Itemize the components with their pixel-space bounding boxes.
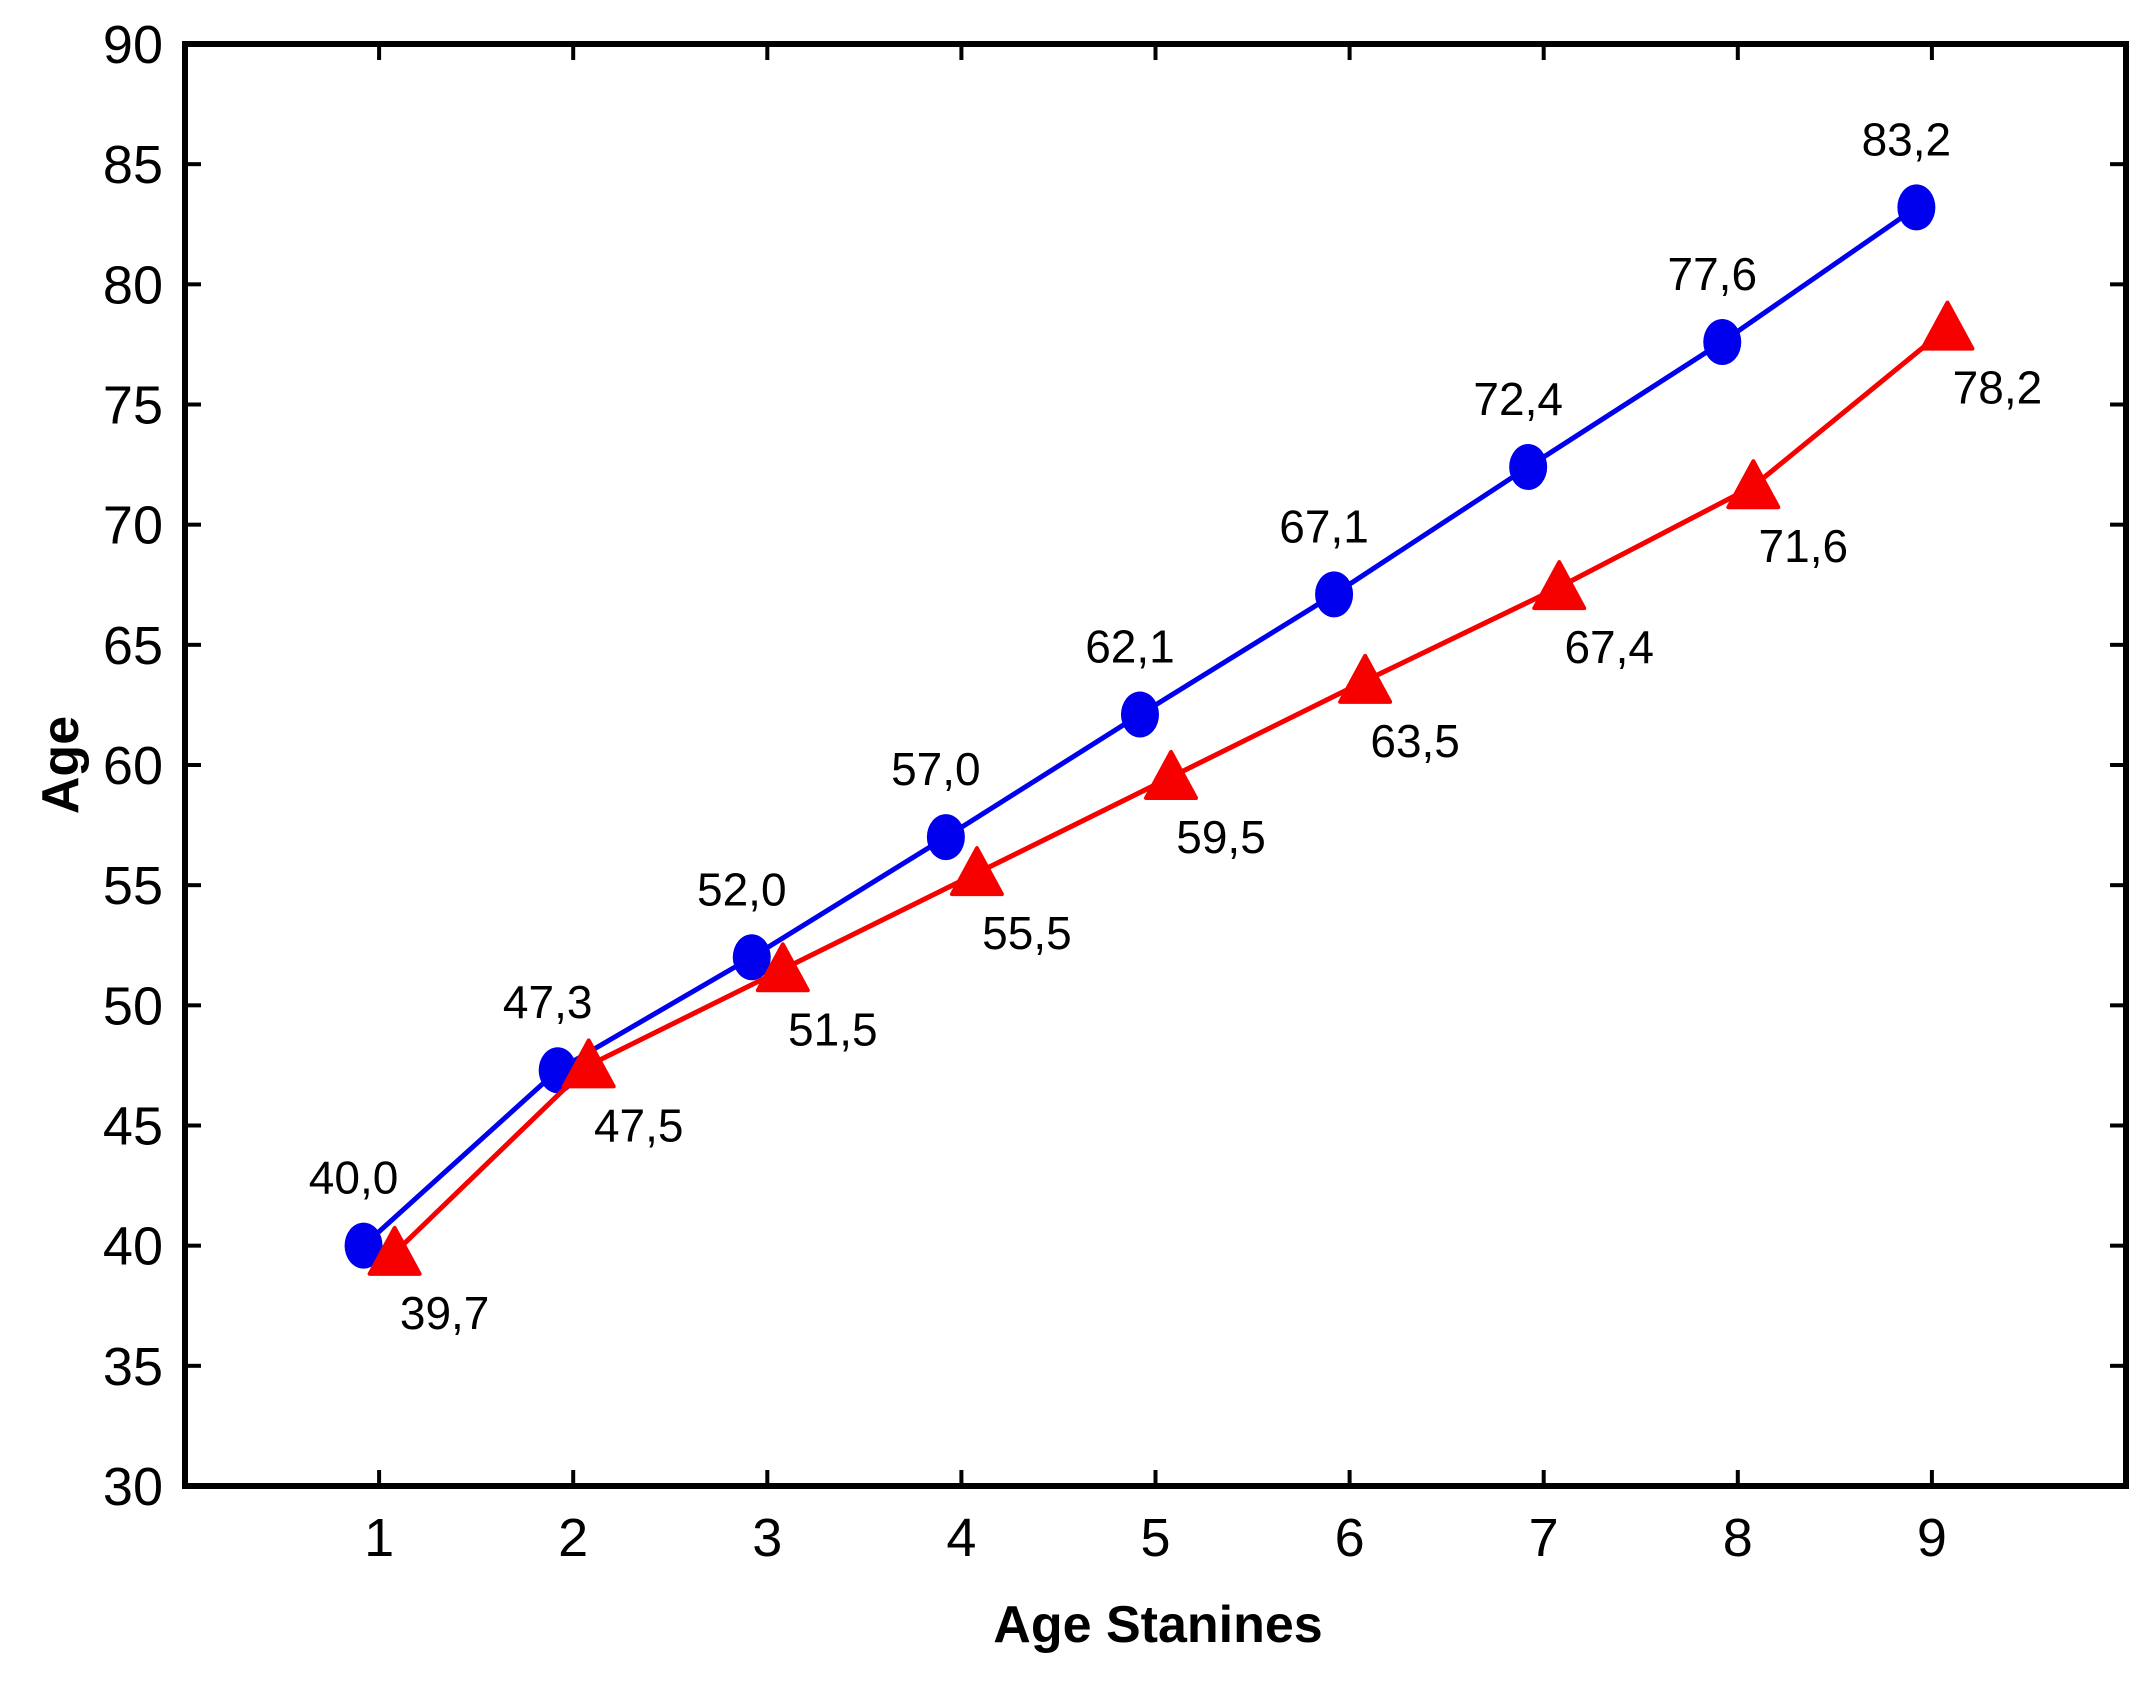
blue-circle-marker bbox=[1897, 184, 1936, 231]
point-label: 62,1 bbox=[1085, 621, 1175, 673]
y-tick-label: 90 bbox=[103, 15, 163, 75]
point-label: 83,2 bbox=[1862, 113, 1952, 165]
point-label: 47,3 bbox=[503, 976, 593, 1028]
y-tick-label: 70 bbox=[103, 496, 163, 556]
x-tick-label: 4 bbox=[946, 1508, 976, 1568]
y-tick-label: 50 bbox=[103, 976, 163, 1036]
blue-circle-marker bbox=[732, 934, 771, 981]
blue-circle-marker bbox=[344, 1222, 383, 1269]
blue-circle-marker bbox=[926, 814, 965, 861]
y-axis-title: Age bbox=[32, 716, 90, 814]
point-label: 72,4 bbox=[1473, 373, 1563, 425]
point-label: 52,0 bbox=[697, 863, 787, 915]
red-triangle-marker bbox=[561, 1038, 616, 1089]
y-tick-label: 85 bbox=[103, 135, 163, 195]
point-label: 67,4 bbox=[1564, 621, 1654, 673]
point-label: 39,7 bbox=[400, 1287, 490, 1339]
point-label: 63,5 bbox=[1370, 715, 1460, 767]
red-triangle-marker bbox=[1532, 560, 1587, 611]
y-tick-label: 30 bbox=[103, 1457, 163, 1517]
x-tick-label: 8 bbox=[1723, 1508, 1753, 1568]
blue-circle-marker bbox=[1703, 319, 1742, 366]
point-label: 78,2 bbox=[1953, 362, 2043, 414]
point-label: 40,0 bbox=[309, 1152, 399, 1204]
point-label: 57,0 bbox=[891, 743, 981, 795]
blue-circle-marker bbox=[1120, 691, 1159, 738]
series-blue-circle-series: 40,0 47,3 52,0 57,0 62,1 67,1 72,4 77,6 83,2 bbox=[309, 113, 1952, 1269]
point-label: 51,5 bbox=[788, 1003, 878, 1055]
red-triangle-marker bbox=[367, 1225, 422, 1276]
x-tick-label: 3 bbox=[752, 1508, 782, 1568]
x-tick-label: 9 bbox=[1917, 1508, 1947, 1568]
blue-circle-marker bbox=[1315, 571, 1354, 618]
red-triangle-marker bbox=[1920, 300, 1975, 351]
y-tick-label: 65 bbox=[103, 616, 163, 676]
red-triangle-marker bbox=[1338, 653, 1393, 704]
plot-frame bbox=[182, 41, 2129, 1489]
red-triangle-marker bbox=[1144, 750, 1199, 801]
y-tick-label: 60 bbox=[103, 736, 163, 796]
y-tick-label: 55 bbox=[103, 856, 163, 916]
point-label: 77,6 bbox=[1668, 248, 1758, 300]
x-tick-label: 1 bbox=[364, 1508, 394, 1568]
x-axis-title: Age Stanines bbox=[993, 1596, 1322, 1654]
blue-circle-marker bbox=[1509, 443, 1548, 490]
y-tick-label: 35 bbox=[103, 1337, 163, 1397]
x-tick-label: 6 bbox=[1335, 1508, 1365, 1568]
red-triangle-marker bbox=[949, 846, 1004, 897]
point-label: 67,1 bbox=[1279, 500, 1369, 552]
y-tick-label: 40 bbox=[103, 1217, 163, 1277]
red-triangle-marker bbox=[755, 942, 810, 993]
y-tick-label: 80 bbox=[103, 255, 163, 315]
point-label: 47,5 bbox=[594, 1099, 684, 1151]
x-tick-label: 7 bbox=[1529, 1508, 1559, 1568]
x-tick-label: 2 bbox=[558, 1508, 588, 1568]
series-red-triangle-series: 39,7 47,5 51,5 55,5 59,5 63,5 67,4 71,6 78,2 bbox=[367, 300, 2043, 1339]
point-label: 71,6 bbox=[1759, 520, 1849, 572]
x-tick-label: 5 bbox=[1140, 1508, 1170, 1568]
y-tick-label: 75 bbox=[103, 376, 163, 436]
red-triangle-marker bbox=[1726, 459, 1781, 510]
point-label: 59,5 bbox=[1176, 811, 1266, 863]
point-label: 55,5 bbox=[982, 907, 1072, 959]
y-tick-label: 45 bbox=[103, 1097, 163, 1157]
